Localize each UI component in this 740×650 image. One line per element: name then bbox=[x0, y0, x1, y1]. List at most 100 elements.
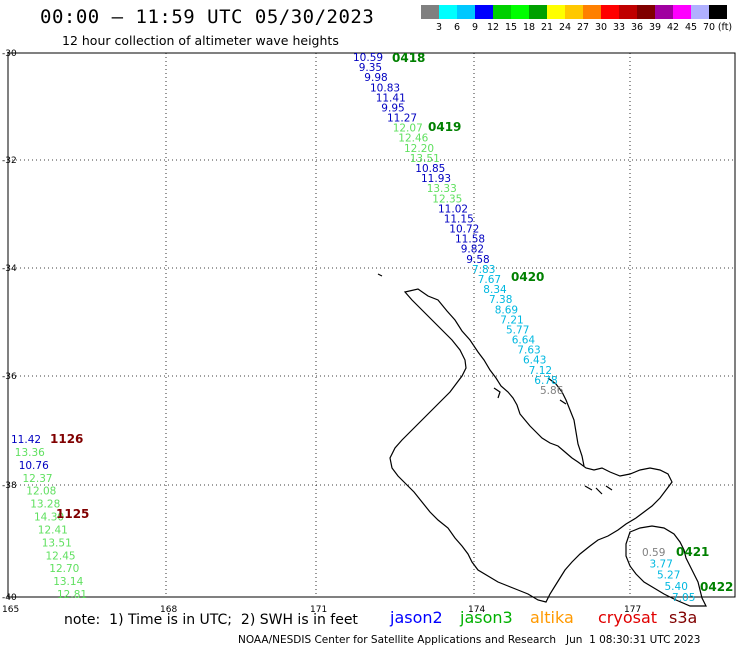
lon-label: 171 bbox=[310, 605, 327, 615]
wave-height-label: 13.33 bbox=[427, 183, 457, 195]
wave-height-label: 3.77 bbox=[650, 558, 673, 570]
legend-label: 45 bbox=[684, 22, 698, 33]
legend-swatch bbox=[457, 5, 475, 19]
legend-label: 39 bbox=[648, 22, 662, 33]
legend-swatch bbox=[547, 5, 565, 19]
satellite-name: s3a bbox=[669, 608, 698, 627]
chart-title: 00:00 – 11:59 UTC 05/30/2023 bbox=[40, 6, 375, 28]
wave-height-label: 12.70 bbox=[49, 563, 79, 575]
wave-height-label: 12.46 bbox=[398, 133, 428, 145]
pass-time-label: 1126 bbox=[50, 432, 83, 446]
lon-label: 168 bbox=[160, 605, 177, 615]
legend-swatch bbox=[565, 5, 583, 19]
legend-swatch bbox=[601, 5, 619, 19]
satellite-name: jason3 bbox=[460, 608, 513, 627]
wave-height-label: 6.43 bbox=[523, 355, 546, 367]
altimeter-tracks: 10.599.359.9810.8311.419.9511.2712.0712.… bbox=[11, 51, 733, 604]
legend-label: 15 bbox=[504, 22, 518, 33]
wave-height-label: 5.40 bbox=[665, 581, 688, 593]
wave-height-label: 5.27 bbox=[657, 570, 680, 582]
east-cape-coast bbox=[547, 377, 585, 467]
legend-swatch bbox=[583, 5, 601, 19]
wave-height-label: 11.27 bbox=[387, 113, 417, 125]
wave-height-label: 13.51 bbox=[410, 153, 440, 165]
lat-label: -38 bbox=[2, 481, 17, 491]
wave-height-label: 8.34 bbox=[483, 284, 507, 296]
lat-label: -34 bbox=[2, 264, 17, 274]
wave-height-label: 10.85 bbox=[415, 163, 445, 175]
wave-height-label: 12.08 bbox=[26, 486, 56, 498]
wave-height-label: 5.77 bbox=[506, 325, 529, 337]
legend-swatch bbox=[691, 5, 709, 19]
wave-height-label: 13.36 bbox=[15, 447, 45, 459]
wave-height-label: 10.83 bbox=[370, 82, 400, 94]
wave-height-label: 8.69 bbox=[495, 304, 518, 316]
lat-label: -30 bbox=[2, 49, 17, 59]
wave-height-label: 7.83 bbox=[472, 264, 495, 276]
legend-swatch bbox=[493, 5, 511, 19]
legend-label: 27 bbox=[576, 22, 590, 33]
wave-height-label: 7.12 bbox=[529, 365, 552, 377]
legend-label: 18 bbox=[522, 22, 536, 33]
footer-note: note: 1) Time is in UTC; 2) SWH is in fe… bbox=[64, 612, 358, 628]
wave-height-label: 10.76 bbox=[19, 460, 49, 472]
wave-height-label: 11.41 bbox=[376, 92, 406, 104]
wave-height-label: 7.21 bbox=[500, 314, 523, 326]
wave-height-label: 0.59 bbox=[642, 547, 665, 559]
wave-height-label: 11.02 bbox=[438, 203, 468, 215]
lon-label: 165 bbox=[2, 605, 19, 615]
wave-height-label: 12.07 bbox=[393, 123, 423, 135]
wave-height-label: 12.20 bbox=[404, 143, 434, 155]
pass-time-label: 0420 bbox=[511, 270, 544, 284]
legend-label: 9 bbox=[471, 22, 479, 33]
island-bits bbox=[377, 273, 613, 495]
wave-height-label: 10.72 bbox=[449, 224, 479, 236]
wave-height-label: 7.38 bbox=[489, 294, 512, 306]
legend-label: 6 bbox=[453, 22, 461, 33]
pass-time-label: 0421 bbox=[676, 545, 709, 559]
legend-swatch bbox=[619, 5, 637, 19]
wave-height-label: 12.37 bbox=[23, 473, 53, 485]
legend-label: 36 bbox=[630, 22, 644, 33]
legend-swatch bbox=[673, 5, 691, 19]
lon-label: 177 bbox=[624, 605, 641, 615]
legend-label: 3 bbox=[435, 22, 443, 33]
wave-height-label: 9.35 bbox=[359, 62, 382, 74]
pass-time-label: 1125 bbox=[56, 507, 89, 521]
wave-height-label: 12.35 bbox=[432, 193, 462, 205]
lat-label: -36 bbox=[2, 372, 17, 382]
legend-unit: (ft) bbox=[717, 22, 733, 33]
south-island-coast bbox=[625, 525, 707, 607]
legend-swatch bbox=[529, 5, 547, 19]
wave-height-label: 9.98 bbox=[364, 72, 387, 84]
satellite-name: cryosat bbox=[598, 608, 658, 627]
pass-time-label: 0418 bbox=[392, 51, 425, 65]
legend-swatch bbox=[475, 5, 493, 19]
legend-label: 12 bbox=[486, 22, 500, 33]
wave-height-label: 9.82 bbox=[461, 244, 484, 256]
lat-label: -32 bbox=[2, 156, 17, 166]
pass-time-label: 0419 bbox=[428, 120, 461, 134]
satellite-name: altika bbox=[530, 608, 574, 627]
wave-height-label: 6.64 bbox=[512, 335, 536, 347]
footer-credit: NOAA/NESDIS Center for Satellite Applica… bbox=[238, 634, 701, 646]
wave-height-label: 12.81 bbox=[57, 589, 87, 601]
legend-label: 21 bbox=[540, 22, 554, 33]
legend-swatch bbox=[637, 5, 655, 19]
wave-height-label: 9.58 bbox=[466, 254, 489, 266]
north-island-coast bbox=[389, 288, 673, 603]
new-zealand-coastline bbox=[377, 273, 707, 607]
wave-height-label: 11.42 bbox=[11, 434, 41, 446]
wave-height-label: 5.86 bbox=[540, 385, 564, 397]
legend-label: 24 bbox=[558, 22, 572, 33]
wave-height-label: 11.58 bbox=[455, 234, 485, 246]
legend-label: 30 bbox=[594, 22, 608, 33]
map-frame bbox=[7, 52, 736, 598]
legend-swatch bbox=[439, 5, 457, 19]
legend-label: 42 bbox=[666, 22, 680, 33]
chart-subtitle: 12 hour collection of altimeter wave hei… bbox=[62, 33, 339, 48]
wave-height-label: 13.28 bbox=[30, 499, 60, 511]
satellite-name: jason2 bbox=[390, 608, 443, 627]
pass-time-label: 0422 bbox=[700, 580, 733, 594]
